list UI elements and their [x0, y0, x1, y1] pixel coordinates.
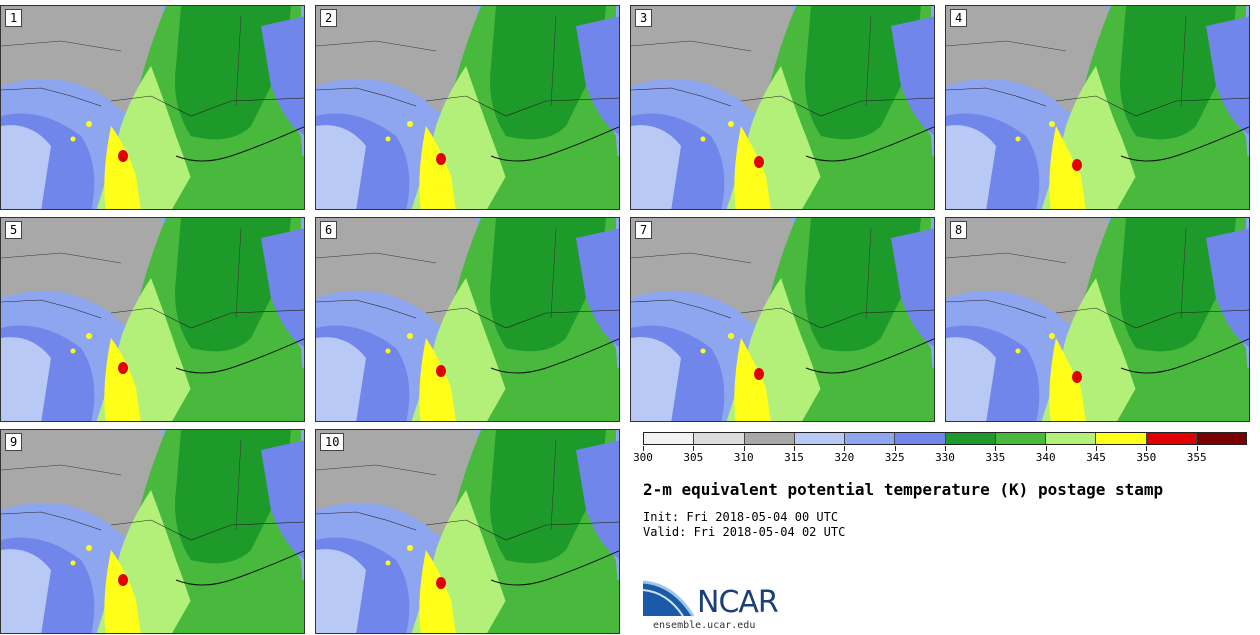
colorbar-swatch	[1046, 433, 1097, 444]
colorbar-swatch	[644, 433, 695, 444]
member-number-label: 2	[320, 9, 338, 27]
site-url: ensemble.ucar.edu	[653, 620, 756, 631]
logo-text: NCAR	[697, 585, 779, 620]
member-number-label: 1	[5, 9, 23, 27]
colorbar-swatch	[1146, 433, 1197, 444]
map-panel: 5	[0, 217, 305, 422]
colorbar-swatch	[845, 433, 896, 444]
member-number-label: 5	[5, 221, 23, 239]
colorbar-tick	[844, 446, 846, 451]
colorbar-tick-label: 315	[784, 451, 804, 464]
colorbar-tick	[945, 446, 946, 451]
valid-time: Valid: Fri 2018-05-04 02 UTC	[643, 525, 846, 539]
member-number-label: 9	[5, 433, 23, 451]
colorbar-tick-label: 345	[1086, 451, 1106, 464]
colorbar-tick-label: 340	[1035, 451, 1056, 464]
colorbar-tick-label: 325	[884, 451, 905, 464]
map-panel: 3	[630, 5, 935, 210]
colorbar-tick	[743, 446, 745, 451]
member-number-label: 7	[635, 221, 653, 239]
member-number-label: 10	[320, 433, 345, 451]
colorbar-tick	[1146, 446, 1148, 451]
map-panel: 4	[945, 5, 1250, 210]
ncar-logo-icon	[643, 580, 695, 617]
colorbar-swatch	[945, 433, 996, 444]
init-time: Init: Fri 2018-05-04 00 UTC	[643, 510, 839, 524]
colorbar-tick	[794, 446, 795, 451]
colorbar-tick-label: 355	[1186, 451, 1207, 464]
colorbar-tick-label: 335	[985, 451, 1006, 464]
colorbar-swatch	[694, 433, 745, 444]
colorbar-tick-label: 305	[683, 451, 704, 464]
colorbar-tick	[693, 446, 695, 451]
colorbar-tick	[995, 446, 997, 451]
colorbar-ticks: 300 305 310 315 320 325 330 335 340 345 350 355	[633, 446, 1247, 466]
map-panel: 8	[945, 217, 1250, 422]
colorbar-tick	[1096, 446, 1097, 451]
colorbar-swatch	[744, 433, 795, 444]
colorbar-tick-label: 350	[1136, 451, 1157, 464]
map-panel: 6	[315, 217, 620, 422]
figure-title: 2-m equivalent potential temperature (K)…	[643, 480, 1164, 499]
map-panel: 1	[0, 5, 305, 210]
colorbar	[643, 432, 1247, 445]
colorbar-tick-label: 300	[633, 451, 653, 464]
colorbar-tick	[1045, 446, 1047, 451]
colorbar-tick	[894, 446, 896, 451]
member-number-label: 8	[950, 221, 968, 239]
colorbar-tick	[1196, 446, 1198, 451]
colorbar-swatch	[895, 433, 946, 444]
member-number-label: 3	[635, 9, 653, 27]
colorbar-swatch	[1196, 433, 1246, 444]
colorbar-tick-label: 320	[834, 451, 855, 464]
map-panel: 7	[630, 217, 935, 422]
map-panel: 9	[0, 429, 305, 634]
member-number-label: 6	[320, 221, 338, 239]
colorbar-tick	[643, 446, 644, 451]
colorbar-swatch	[1096, 433, 1147, 444]
map-panel: 10	[315, 429, 620, 634]
map-panel: 2	[315, 5, 620, 210]
colorbar-tick-label: 330	[935, 451, 955, 464]
colorbar-swatch	[995, 433, 1046, 444]
member-number-label: 4	[950, 9, 968, 27]
colorbar-swatch	[794, 433, 845, 444]
colorbar-tick-label: 310	[733, 451, 754, 464]
